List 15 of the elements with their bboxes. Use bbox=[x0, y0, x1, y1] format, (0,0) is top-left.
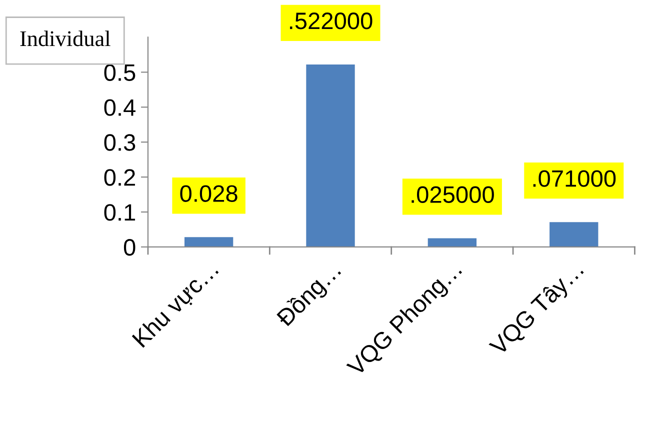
y-tick-label: 0.3 bbox=[104, 134, 136, 151]
data-label: .071000 bbox=[533, 170, 616, 187]
data-label: 0.028 bbox=[180, 185, 238, 202]
data-label: .025000 bbox=[412, 186, 494, 203]
bar bbox=[428, 238, 477, 247]
y-tick-label: 0.2 bbox=[104, 169, 135, 186]
bar bbox=[550, 222, 598, 247]
bar bbox=[184, 237, 234, 247]
data-label: .522000 bbox=[290, 12, 372, 30]
y-tick-label: 0 bbox=[124, 239, 136, 256]
y-tick-label: 0.5 bbox=[104, 64, 136, 81]
y-tick-label: 0.4 bbox=[104, 99, 136, 116]
chart-title: Individual bbox=[20, 30, 110, 46]
y-tick-label: 0.1 bbox=[104, 204, 136, 221]
bar bbox=[306, 64, 355, 247]
